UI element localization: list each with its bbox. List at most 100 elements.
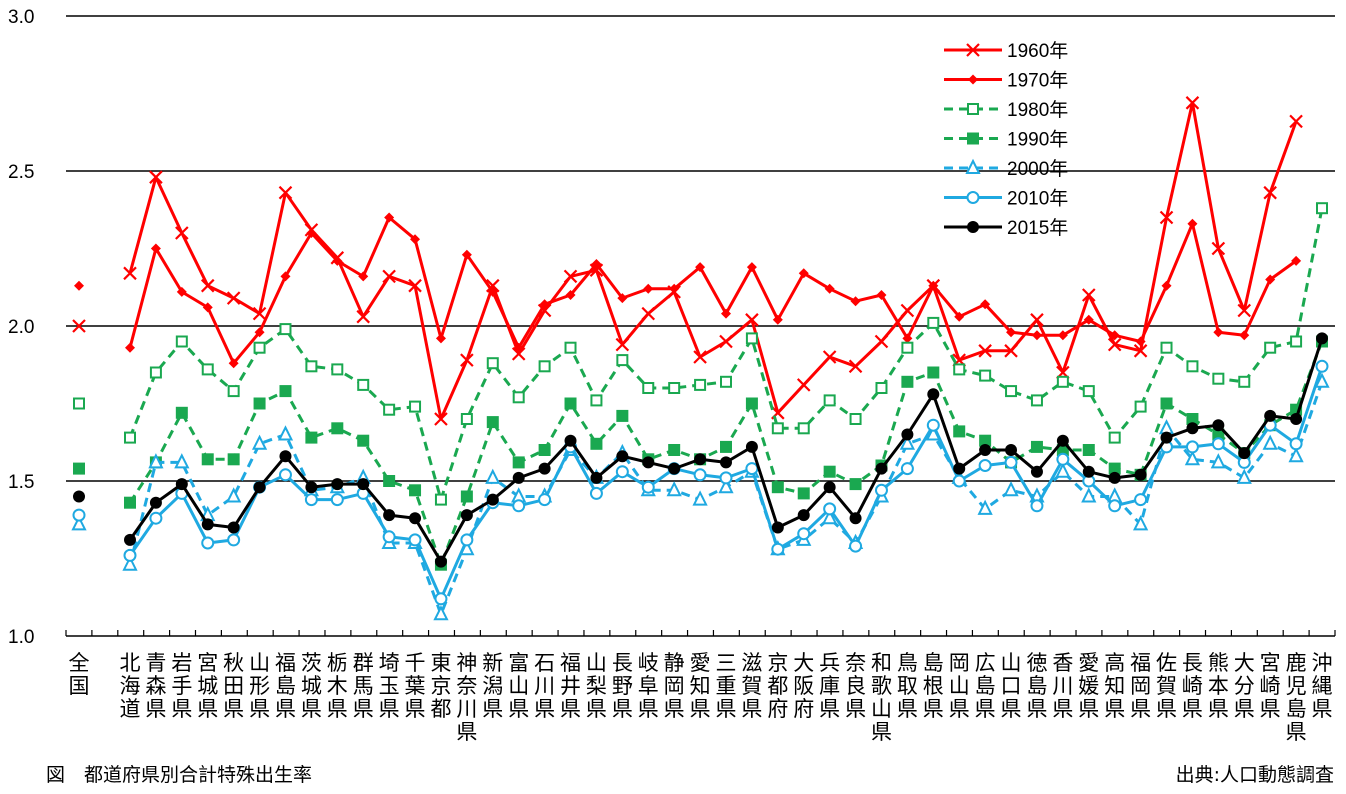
- x-tick-label: 奈良県: [845, 651, 866, 721]
- data-point: [1082, 444, 1095, 456]
- data-point: [123, 548, 137, 562]
- y-tick-label: 2.5: [8, 162, 34, 183]
- data-point: [1239, 330, 1250, 341]
- legend-label: 1980年: [1007, 99, 1068, 121]
- data-point: [591, 259, 602, 269]
- data-point: [641, 306, 656, 321]
- data-point: [1134, 468, 1147, 481]
- data-point: [694, 453, 707, 466]
- data-point: [512, 456, 525, 469]
- x-tick-char: 県: [405, 697, 426, 721]
- legend-item: 1980年: [944, 99, 1068, 121]
- x-tick-char: 川: [456, 697, 477, 721]
- data-point: [797, 527, 811, 541]
- data-point: [642, 382, 655, 394]
- data-point: [1030, 313, 1044, 327]
- data-point: [954, 311, 965, 322]
- data-point: [74, 280, 84, 291]
- legend-label: 2010年: [1007, 188, 1068, 210]
- data-point: [305, 360, 318, 373]
- data-point: [1291, 255, 1302, 266]
- data-point: [979, 434, 992, 447]
- x-tick-char: 県: [871, 720, 892, 744]
- data-point: [617, 293, 628, 304]
- data-point: [434, 493, 447, 506]
- data-point: [1082, 288, 1096, 302]
- data-point: [1263, 185, 1277, 200]
- x-tick-char: 大: [1234, 651, 1255, 675]
- data-point: [797, 422, 810, 435]
- x-tick-label: 大阪府: [793, 651, 814, 721]
- x-tick-char: 愛: [1078, 651, 1099, 675]
- data-point: [1211, 437, 1225, 451]
- x-tick-char: 栃: [327, 651, 348, 675]
- data-point: [1133, 344, 1148, 358]
- data-point: [589, 486, 603, 500]
- data-point: [73, 462, 85, 475]
- x-tick-label: 香川県: [1052, 651, 1073, 721]
- x-tick-char: 三: [716, 651, 737, 675]
- data-point: [409, 512, 422, 525]
- data-point: [615, 465, 629, 479]
- data-point: [692, 490, 708, 506]
- data-point: [721, 308, 731, 319]
- x-tick-label: 京都府: [767, 651, 788, 721]
- x-tick-char: 県: [1130, 697, 1151, 721]
- x-tick-char: 県: [1260, 697, 1281, 721]
- data-point: [435, 333, 446, 344]
- series-2015年: [73, 332, 1328, 568]
- data-point: [1160, 397, 1173, 410]
- data-point: [823, 481, 836, 494]
- data-point: [228, 358, 239, 369]
- data-point: [719, 471, 733, 485]
- x-tick-char: 県: [741, 697, 762, 721]
- data-point: [486, 416, 499, 429]
- data-point: [1108, 471, 1121, 484]
- y-tick-label: 3.0: [8, 7, 34, 28]
- data-point: [564, 341, 577, 354]
- data-point: [953, 363, 966, 376]
- data-point: [124, 533, 136, 546]
- data-point: [1264, 341, 1277, 354]
- x-tick-char: 城: [301, 674, 322, 698]
- x-tick-label: 長崎県: [1182, 651, 1203, 721]
- x-tick-char: 田: [223, 674, 244, 698]
- x-tick-char: 阪: [793, 674, 814, 698]
- data-point: [1082, 385, 1095, 398]
- x-tick-char: 県: [508, 697, 529, 721]
- x-tick-char: 秋: [223, 651, 244, 675]
- data-point: [1108, 462, 1121, 475]
- x-tick-char: 滋: [741, 651, 762, 675]
- data-point: [849, 478, 862, 491]
- legend-label: 1990年: [1007, 129, 1068, 151]
- data-point: [253, 341, 266, 354]
- data-point: [227, 453, 240, 466]
- data-point: [1004, 455, 1018, 469]
- data-point: [174, 453, 190, 469]
- data-point: [513, 342, 524, 353]
- data-point: [175, 226, 189, 240]
- data-point: [823, 465, 836, 478]
- legend-marker: [966, 191, 980, 204]
- x-tick-char: 県: [897, 697, 918, 721]
- data-point: [332, 255, 343, 266]
- x-tick-label: 秋田県: [223, 651, 244, 721]
- data-point: [409, 400, 422, 413]
- data-point: [331, 478, 344, 491]
- data-point: [978, 459, 992, 472]
- data-point: [486, 357, 499, 370]
- data-point: [589, 263, 604, 277]
- data-point: [538, 360, 551, 373]
- data-point: [980, 299, 991, 310]
- x-tick-char: 奈: [456, 674, 477, 698]
- x-tick-char: 県: [923, 697, 944, 721]
- data-point: [1187, 218, 1198, 229]
- data-point: [694, 378, 707, 391]
- data-point: [1081, 487, 1097, 503]
- data-point: [1135, 336, 1146, 347]
- data-point: [383, 475, 396, 487]
- data-point: [460, 490, 473, 503]
- data-point: [874, 334, 889, 349]
- data-point: [979, 369, 992, 382]
